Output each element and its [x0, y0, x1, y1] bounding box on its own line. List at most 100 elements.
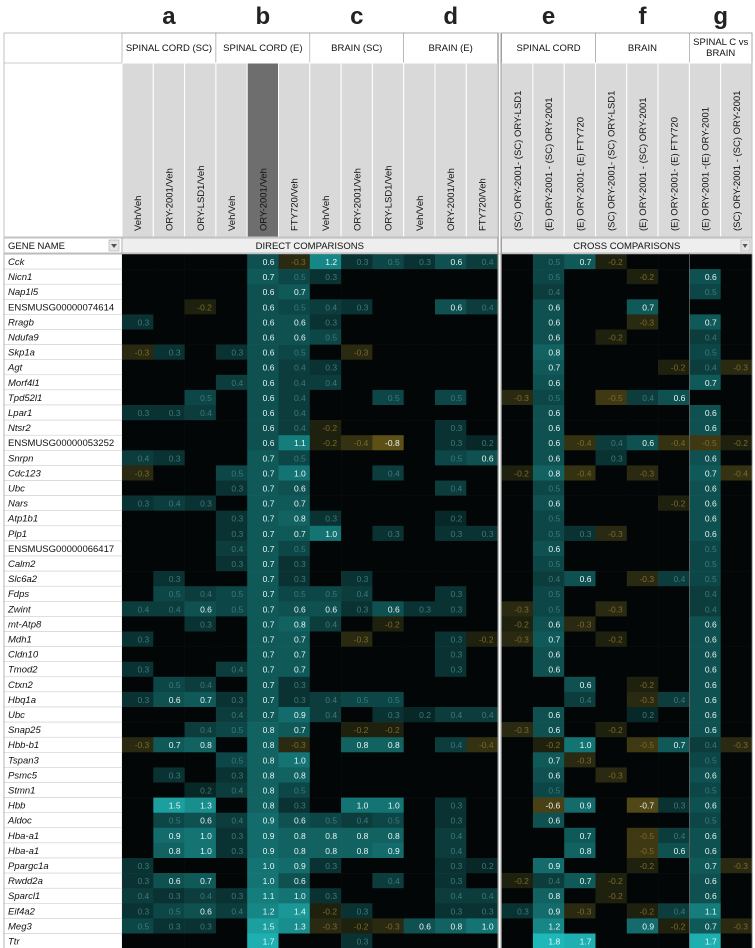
- gene-label: Psmc5: [8, 770, 38, 781]
- heat-cell: [658, 827, 690, 844]
- heat-cell: [564, 571, 596, 587]
- heat-cell: [720, 933, 753, 948]
- heat-cell: [658, 782, 690, 798]
- heat-cell: [403, 254, 436, 270]
- heat-cell: [372, 571, 404, 587]
- heat-cell: [153, 631, 185, 647]
- heat-cell: [466, 631, 498, 647]
- cell-value: 0.3: [450, 423, 462, 433]
- heat-cell: [435, 797, 467, 813]
- gene-name-header-label: GENE NAME: [8, 241, 65, 252]
- cell-value: 0.6: [705, 665, 717, 675]
- cell-value: 0.3: [169, 921, 181, 931]
- heat-cell: [153, 510, 185, 527]
- cell-value: 0.4: [482, 891, 494, 901]
- table-frame: [3, 253, 753, 948]
- heat-cell: [403, 752, 436, 768]
- heat-cell: [564, 858, 596, 874]
- cell-value: 0.5: [548, 529, 560, 539]
- heat-cell: [626, 858, 659, 874]
- heat-cell: [689, 722, 721, 738]
- heat-cell: [372, 903, 404, 919]
- cell-value: 1.0: [357, 801, 369, 811]
- cell-value: -0.2: [639, 906, 654, 916]
- heat-cell: [215, 269, 248, 285]
- cell-value: -0.2: [608, 891, 623, 901]
- heat-cell: [720, 405, 753, 421]
- heat-cell: [720, 646, 753, 662]
- heat-cell: [247, 450, 279, 466]
- heat-cell: [626, 691, 659, 708]
- cell-value: -0.3: [385, 921, 400, 931]
- heat-cell: [247, 405, 279, 421]
- heat-cell: [720, 314, 753, 330]
- cell-value: -0.5: [608, 393, 623, 403]
- cell-value: 0.6: [294, 876, 306, 886]
- column-label: (E) ORY-2001- (E) FTY720: [575, 117, 586, 231]
- heat-cell: [372, 752, 404, 768]
- heat-cell: [153, 556, 185, 572]
- cell-value: 0.3: [450, 861, 462, 871]
- heat-cell: [247, 269, 279, 285]
- heat-cell: [466, 465, 498, 481]
- heat-cell: [595, 420, 628, 436]
- heat-cell: [689, 631, 721, 647]
- heat-cell: [501, 661, 534, 678]
- heat-cell: [626, 797, 659, 813]
- heat-cell: [372, 269, 404, 285]
- heat-cell: [501, 888, 534, 904]
- heat-cell: [403, 767, 436, 783]
- heat-cell: [309, 495, 342, 511]
- heat-cell: [564, 556, 596, 572]
- heat-cell: [435, 299, 467, 315]
- heat-cell: [689, 525, 721, 542]
- heat-cell: [341, 873, 373, 889]
- heat-cell: [341, 284, 373, 300]
- cell-value: 0.4: [137, 453, 149, 463]
- heat-cell: [532, 888, 565, 904]
- heat-cell: [341, 646, 373, 662]
- cell-value: -0.3: [733, 363, 748, 373]
- heat-cell: [689, 616, 721, 632]
- column-header-cell: [465, 62, 499, 238]
- heat-cell: [184, 858, 217, 874]
- heat-cell: [341, 450, 373, 466]
- heat-cell: [595, 571, 628, 587]
- heat-cell: [372, 405, 404, 421]
- heat-cell: [215, 722, 248, 738]
- heat-cell: [153, 691, 185, 708]
- cell-value: -0.2: [514, 876, 529, 886]
- column-label: (E) ORY-2001- (E) FTY720: [669, 117, 680, 231]
- heat-cell: [184, 254, 217, 270]
- cell-value: -0.3: [135, 740, 150, 750]
- heat-cell: [501, 631, 534, 647]
- heat-cell: [435, 359, 467, 376]
- heat-cell: [501, 540, 534, 557]
- heat-cell: [626, 435, 659, 451]
- heat-cell: [309, 435, 342, 451]
- cell-value: 0.4: [548, 876, 560, 886]
- heat-cell: [122, 374, 154, 391]
- heat-cell: [341, 752, 373, 768]
- heat-cell: [658, 842, 690, 859]
- heat-cell: [720, 661, 753, 678]
- heat-cell: [215, 254, 248, 270]
- cell-value: 0.3: [357, 257, 369, 267]
- heat-cell: [658, 374, 690, 391]
- heat-cell: [372, 601, 404, 617]
- heat-cell: [466, 269, 498, 285]
- heat-cell: [435, 737, 467, 753]
- heat-cell: [658, 812, 690, 829]
- heat-cell: [595, 797, 628, 813]
- cell-value: 0.3: [450, 906, 462, 916]
- heat-cell: [153, 465, 185, 481]
- heat-cell: [403, 435, 436, 451]
- heat-cell: [247, 903, 279, 919]
- cell-value: 0.7: [674, 740, 686, 750]
- heat-cell: [215, 918, 248, 934]
- heat-cell: [466, 586, 498, 602]
- heat-cell: [122, 586, 154, 602]
- heat-cell: [153, 571, 185, 587]
- heat-cell: [595, 752, 628, 768]
- cell-value: -0.3: [639, 695, 654, 705]
